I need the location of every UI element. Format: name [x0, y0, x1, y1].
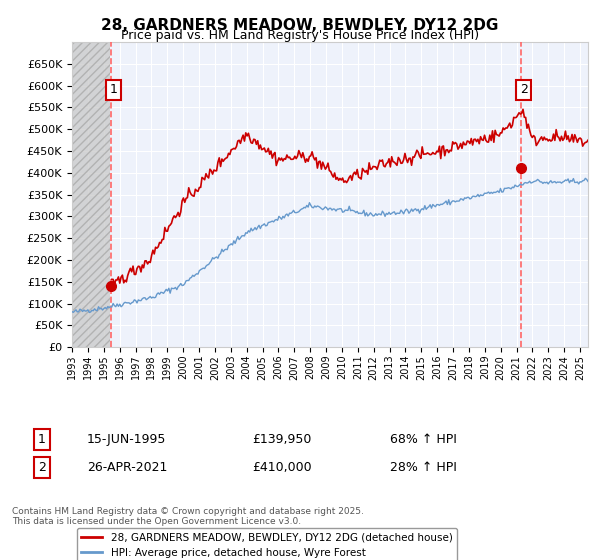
- Text: 2: 2: [520, 83, 527, 96]
- Text: 68% ↑ HPI: 68% ↑ HPI: [390, 433, 457, 446]
- Text: 2: 2: [38, 461, 46, 474]
- Text: £410,000: £410,000: [252, 461, 311, 474]
- Text: 15-JUN-1995: 15-JUN-1995: [87, 433, 166, 446]
- Text: Contains HM Land Registry data © Crown copyright and database right 2025.
This d: Contains HM Land Registry data © Crown c…: [12, 507, 364, 526]
- Legend: 28, GARDNERS MEADOW, BEWDLEY, DY12 2DG (detached house), HPI: Average price, det: 28, GARDNERS MEADOW, BEWDLEY, DY12 2DG (…: [77, 528, 457, 560]
- Text: 28, GARDNERS MEADOW, BEWDLEY, DY12 2DG: 28, GARDNERS MEADOW, BEWDLEY, DY12 2DG: [101, 18, 499, 33]
- Text: Price paid vs. HM Land Registry's House Price Index (HPI): Price paid vs. HM Land Registry's House …: [121, 29, 479, 42]
- Text: 26-APR-2021: 26-APR-2021: [87, 461, 167, 474]
- Text: £139,950: £139,950: [252, 433, 311, 446]
- Text: 28% ↑ HPI: 28% ↑ HPI: [390, 461, 457, 474]
- Text: 1: 1: [109, 83, 118, 96]
- Text: 1: 1: [38, 433, 46, 446]
